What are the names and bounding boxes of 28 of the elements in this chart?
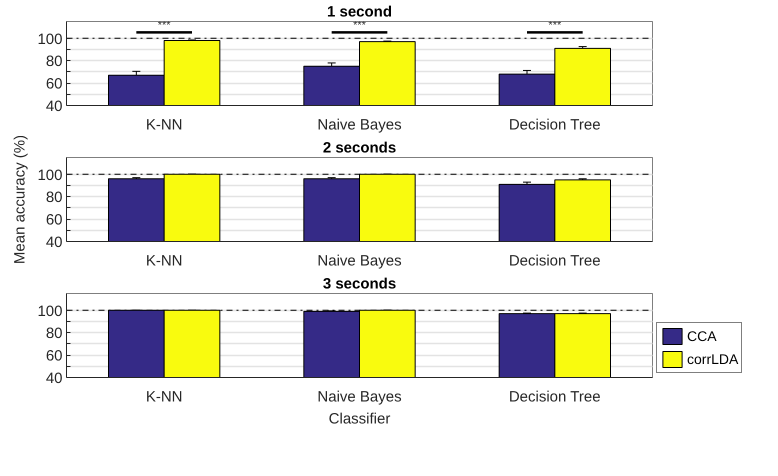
y-tick-label: 100	[37, 166, 63, 184]
y-tick-label: 40	[46, 98, 63, 115]
y-tick-label: 80	[46, 189, 63, 206]
chart-title: 1 second	[326, 4, 392, 20]
chart-title: 2 seconds	[322, 140, 396, 156]
x-tick-label: K-NN	[146, 116, 183, 134]
y-tick-label: 100	[37, 30, 63, 48]
x-tick-label: Decision Tree	[508, 252, 601, 270]
x-tick-label: Decision Tree	[508, 116, 601, 134]
y-tick-label: 80	[46, 325, 63, 342]
legend-label: CCA	[687, 328, 717, 344]
x-tick-label: Naive Bayes	[317, 252, 402, 270]
x-tick-label: K-NN	[146, 388, 183, 406]
y-tick-label: 80	[46, 53, 63, 70]
x-tick-label: K-NN	[146, 252, 183, 270]
y-tick-label: 40	[46, 234, 63, 251]
y-tick-label: 60	[46, 212, 63, 229]
x-tick-label: Naive Bayes	[317, 116, 402, 134]
chart-title: 3 seconds	[322, 276, 396, 292]
y-tick-label: 60	[46, 76, 63, 93]
y-axis-title: Mean accuracy (%)	[11, 134, 28, 264]
y-tick-label: 60	[46, 348, 63, 365]
y-tick-label: 40	[46, 370, 63, 387]
x-axis-title: Classifier	[328, 410, 390, 428]
legend-label: corrLDA	[687, 351, 738, 367]
y-tick-label: 100	[37, 302, 63, 320]
x-tick-label: Decision Tree	[508, 388, 601, 406]
x-tick-label: Naive Bayes	[317, 388, 402, 406]
